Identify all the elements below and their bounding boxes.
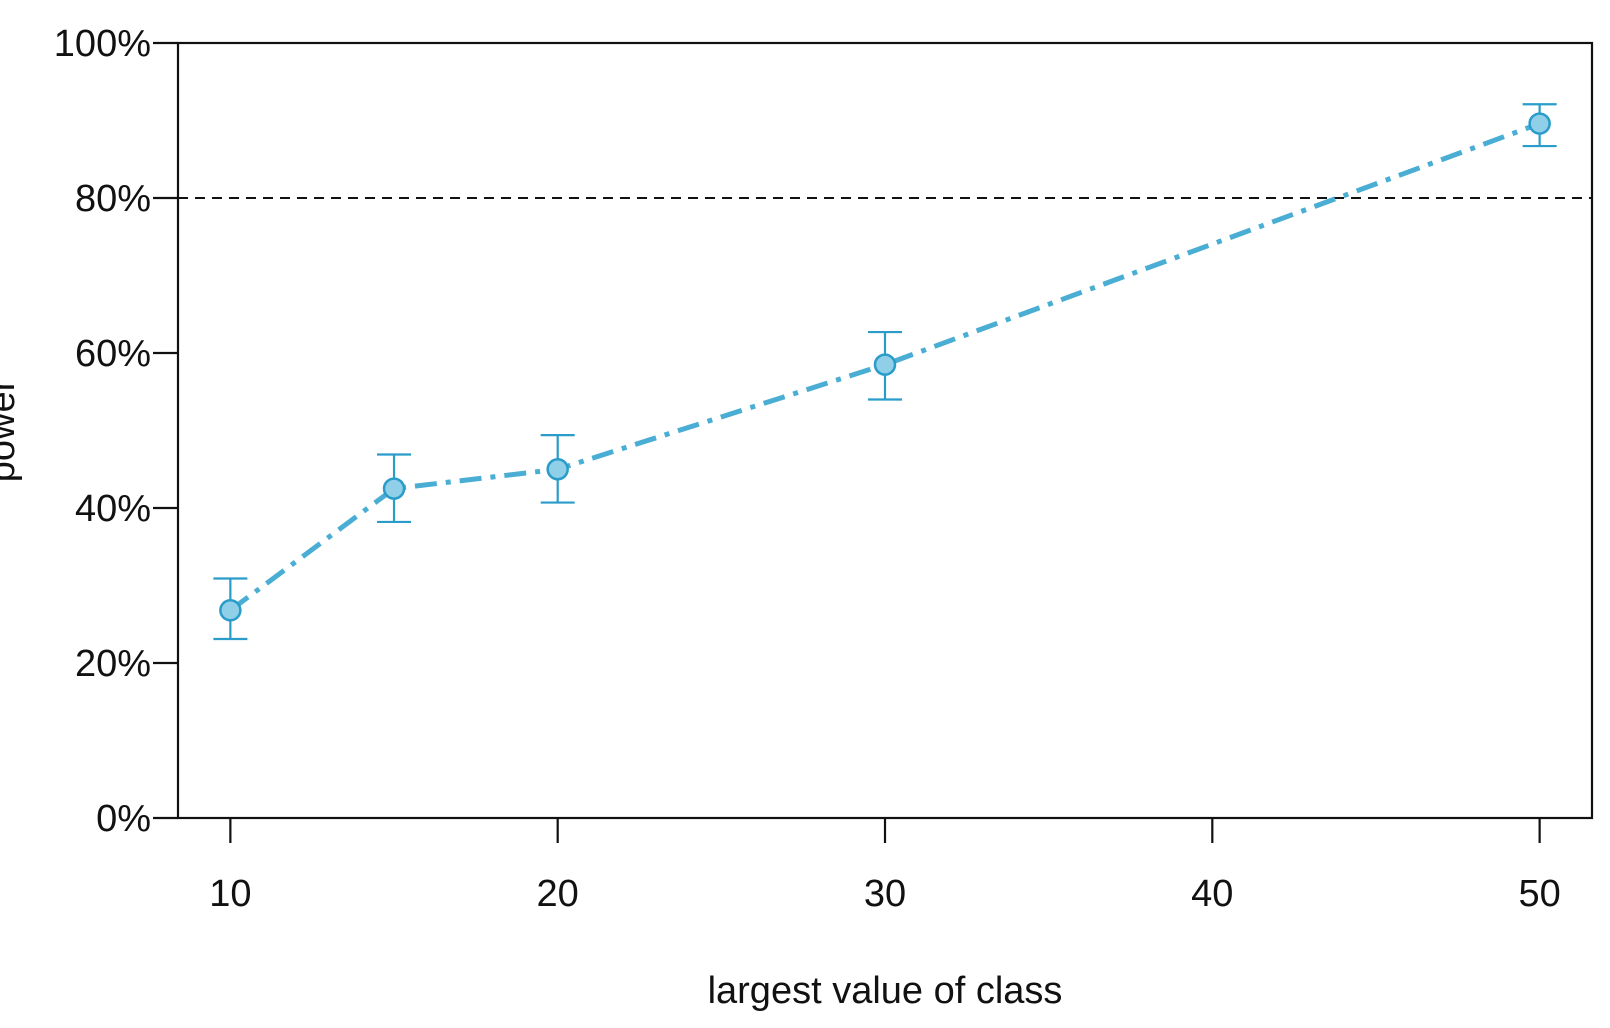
y-axis-title: power [0,378,23,482]
data-point [1528,112,1551,135]
data-point [219,599,242,622]
plot-frame [176,41,1594,820]
y-tick-label: 80% [75,178,151,220]
data-point [382,477,406,500]
x-tick-label: 30 [864,873,906,915]
y-tick-label: 20% [75,643,151,685]
x-axis-title: largest value of class [708,970,1063,1012]
y-tick-label: 40% [75,488,151,530]
y-tick-label: 60% [75,333,151,375]
y-tick-label: 0% [96,798,151,840]
x-tick-label: 10 [209,873,251,915]
data-point [546,458,569,481]
plot-area: 0% 20% 40% 60% 80% 100% 10 20 30 40 50 [54,23,1594,915]
x-tick-label: 40 [1191,873,1233,915]
data-point [873,353,897,376]
y-tick-label: 100% [54,23,151,65]
x-tick-label: 20 [537,873,579,915]
x-tick-label: 50 [1518,873,1560,915]
